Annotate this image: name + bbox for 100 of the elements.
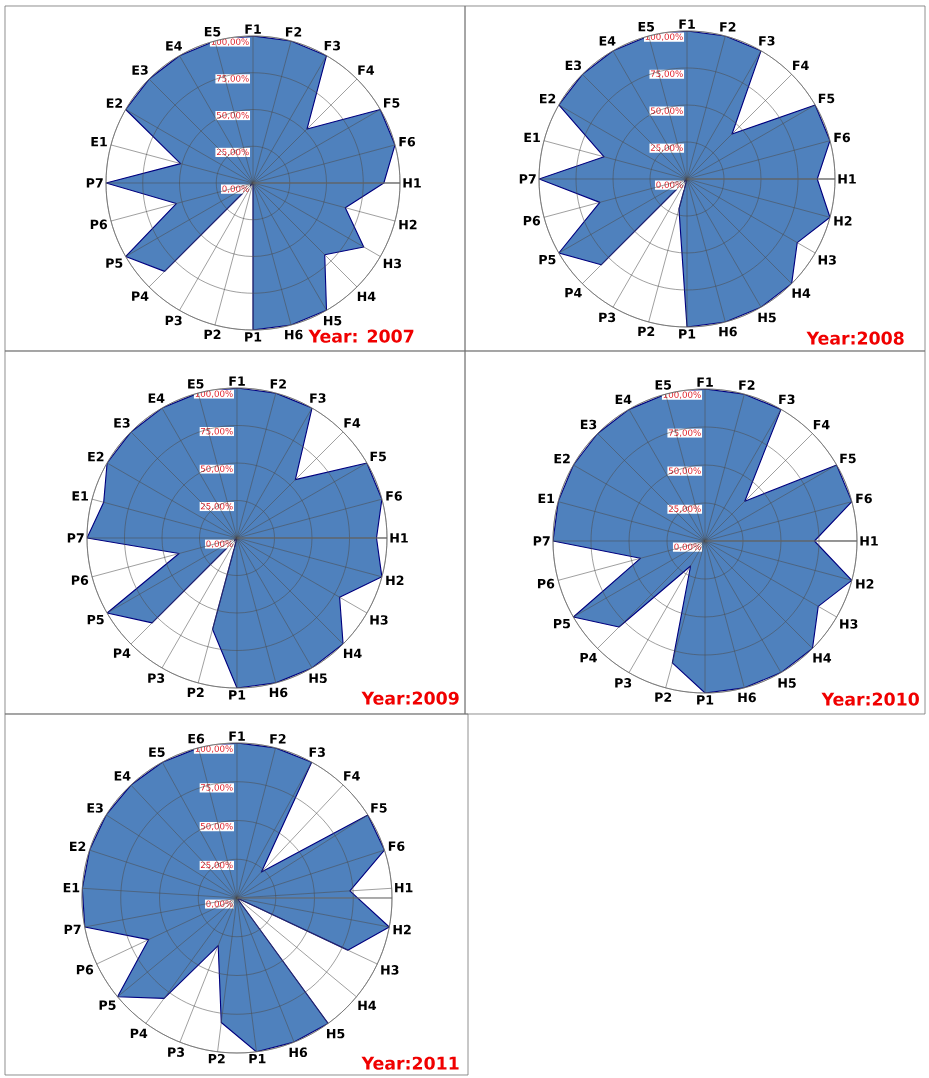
y-tick-label: 50,00% bbox=[650, 107, 683, 115]
spoke-label: F2 bbox=[720, 22, 736, 32]
spoke-label: H1 bbox=[860, 536, 878, 546]
spoke-label: H3 bbox=[370, 615, 388, 625]
spoke-label: P4 bbox=[580, 652, 597, 663]
spoke-label: F5 bbox=[384, 98, 400, 108]
spoke-label: E3 bbox=[580, 419, 597, 430]
spoke-label: F2 bbox=[270, 733, 286, 744]
spoke-label: H4 bbox=[792, 288, 811, 298]
spoke-label: H1 bbox=[390, 533, 408, 543]
spoke-label: F3 bbox=[779, 394, 795, 405]
spoke-label: F2 bbox=[739, 380, 755, 390]
spoke-label: H1 bbox=[838, 174, 856, 184]
spoke-label: E3 bbox=[114, 418, 130, 428]
y-tick-label: 50,00% bbox=[668, 467, 701, 475]
spoke-label: H5 bbox=[309, 673, 327, 684]
spoke-label: E3 bbox=[132, 65, 148, 75]
spoke-label: E4 bbox=[166, 41, 182, 51]
spoke-label: E4 bbox=[615, 394, 632, 405]
spoke-label: E2 bbox=[106, 98, 123, 108]
spoke-label: H4 bbox=[343, 648, 362, 659]
spoke-label: H3 bbox=[383, 258, 402, 269]
spoke-label: F1 bbox=[229, 731, 245, 741]
text: Year:2009 bbox=[361, 691, 459, 705]
y-tick-label: 0,00% bbox=[674, 543, 701, 551]
spoke-label: H6 bbox=[738, 692, 756, 703]
spoke-label: F1 bbox=[679, 19, 695, 29]
spoke-label: E1 bbox=[91, 137, 107, 147]
spoke-label: F3 bbox=[324, 40, 341, 51]
spoke-label: F2 bbox=[270, 379, 286, 389]
spoke-label: H5 bbox=[327, 1028, 345, 1039]
spoke-label: E1 bbox=[538, 493, 555, 504]
spoke-label: E2 bbox=[554, 453, 570, 464]
spoke-label: F2 bbox=[285, 27, 302, 37]
spoke-label: E4 bbox=[599, 36, 616, 46]
spoke-label: F5 bbox=[818, 93, 835, 104]
y-tick-label: 0,00% bbox=[206, 540, 233, 548]
spoke-label: H5 bbox=[323, 316, 342, 326]
y-tick-label: 75,00% bbox=[216, 75, 249, 83]
y-tick-label: 50,00% bbox=[200, 465, 233, 473]
y-tick-label: 50,00% bbox=[216, 111, 249, 120]
spoke-label: F1 bbox=[697, 377, 713, 387]
spoke-label: E1 bbox=[524, 132, 540, 143]
spoke-label: E6 bbox=[188, 733, 205, 744]
spoke-label: P2 bbox=[208, 1053, 225, 1064]
spoke-label: E5 bbox=[638, 22, 655, 32]
spoke-label: P5 bbox=[539, 254, 556, 265]
spoke-label: P4 bbox=[565, 288, 582, 298]
spoke-label: E3 bbox=[565, 60, 582, 71]
spoke-label: F5 bbox=[371, 803, 387, 813]
spoke-label: H6 bbox=[269, 687, 288, 698]
spoke-label: F6 bbox=[834, 132, 851, 143]
spoke-label: F4 bbox=[344, 771, 360, 781]
spoke-label: H6 bbox=[285, 329, 303, 340]
spoke-label: H4 bbox=[358, 1000, 377, 1011]
spoke-label: H6 bbox=[289, 1047, 308, 1058]
spoke-label: F3 bbox=[310, 393, 326, 403]
spoke-label: E5 bbox=[204, 27, 221, 37]
spoke-label: E1 bbox=[72, 491, 88, 501]
spoke-label: F4 bbox=[793, 60, 809, 71]
y-tick-label: 75,00% bbox=[200, 784, 233, 792]
y-tick-label: 0,00% bbox=[222, 185, 249, 193]
spoke-label: F3 bbox=[759, 35, 775, 46]
spoke-label: F6 bbox=[386, 491, 402, 501]
spoke-label: P4 bbox=[113, 648, 131, 658]
spoke-label: F1 bbox=[245, 24, 261, 34]
spoke-label: P5 bbox=[87, 614, 104, 625]
y-tick-label: 75,00% bbox=[200, 427, 233, 436]
spoke-label: F4 bbox=[358, 65, 375, 75]
spoke-label: P3 bbox=[165, 315, 182, 326]
spoke-label: P3 bbox=[615, 678, 632, 688]
spoke-label: P7 bbox=[533, 536, 550, 546]
spoke-label: P1 bbox=[229, 690, 246, 700]
spoke-label: H4 bbox=[357, 291, 376, 301]
spoke-label: P5 bbox=[553, 618, 571, 629]
y-tick-label: 25,00% bbox=[216, 148, 249, 157]
spoke-label: P1 bbox=[697, 695, 714, 705]
spoke-label: H2 bbox=[393, 924, 411, 935]
spoke-label: H2 bbox=[834, 216, 852, 226]
spoke-label: P2 bbox=[187, 687, 204, 697]
spoke-label: H1 bbox=[395, 882, 413, 893]
spoke-label: E4 bbox=[148, 393, 165, 403]
spoke-label: P3 bbox=[599, 312, 616, 323]
spoke-label: P7 bbox=[519, 174, 536, 184]
spoke-label: P6 bbox=[523, 215, 541, 226]
text: Year:2011 bbox=[361, 1056, 459, 1070]
text: Year: 2007 bbox=[308, 329, 414, 343]
spoke-label: F5 bbox=[370, 451, 387, 462]
spoke-label: P4 bbox=[130, 1028, 148, 1038]
spoke-label: H3 bbox=[840, 619, 858, 629]
spoke-label: E5 bbox=[188, 379, 204, 389]
y-tick-label: 75,00% bbox=[650, 70, 683, 78]
spoke-label: P7 bbox=[86, 178, 103, 188]
y-tick-label: 25,00% bbox=[650, 144, 683, 152]
spoke-label: P5 bbox=[99, 1000, 116, 1010]
spoke-label: P7 bbox=[67, 533, 84, 543]
spoke-label: E1 bbox=[63, 882, 80, 893]
spoke-label: P3 bbox=[168, 1047, 185, 1057]
spoke-label: E2 bbox=[70, 841, 86, 851]
spoke-label: H2 bbox=[386, 575, 404, 585]
